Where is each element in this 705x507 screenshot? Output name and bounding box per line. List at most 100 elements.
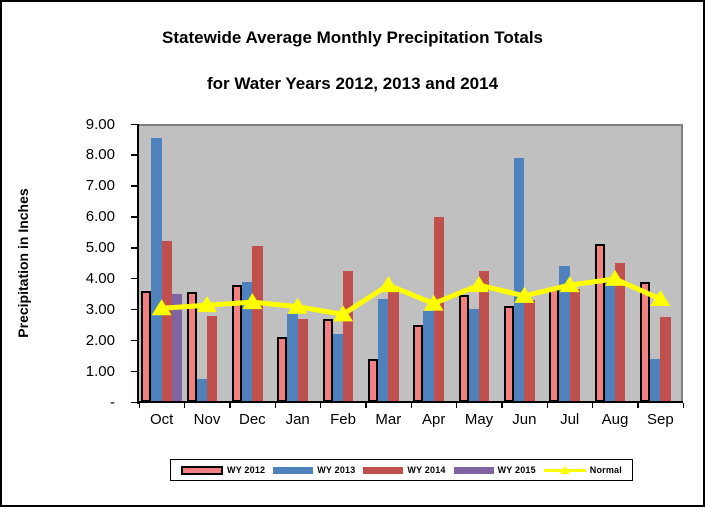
legend-swatch-normal <box>543 465 586 476</box>
y-tick-label: 8.00 <box>85 146 115 164</box>
y-tick <box>131 247 139 249</box>
bar-wy-2014-mar <box>388 290 399 402</box>
y-tick <box>131 185 139 187</box>
normal-marker-may <box>469 276 489 293</box>
y-tick <box>131 308 139 311</box>
bar-wy-2012-sep <box>639 281 651 402</box>
normal-marker-aug <box>605 269 625 286</box>
y-tick <box>131 401 139 403</box>
legend-label-wy-2015: WY 2015 <box>497 465 536 475</box>
x-axis-label-sep: Sep <box>646 411 674 428</box>
x-axis-label-aug: Aug <box>601 411 629 428</box>
legend-swatch-wy-2013 <box>273 466 314 474</box>
bar-wy-2013-jun <box>514 157 525 402</box>
legend-label-wy-2014: WY 2014 <box>407 465 446 475</box>
normal-marker-jan <box>287 297 308 314</box>
bar-wy-2013-jul <box>559 266 570 402</box>
y-tick <box>131 154 139 156</box>
legend-entry-wy-2013: WY 2013 <box>273 465 355 475</box>
normal-line <box>161 276 662 318</box>
legend-entry-wy-2012: WY 2012 <box>181 465 265 475</box>
normal-marker-sep <box>650 289 671 306</box>
y-axis-title: Precipitation in Inches <box>15 188 31 338</box>
bar-wy-2014-jun <box>524 300 535 402</box>
bar-wy-2012-feb <box>322 318 333 402</box>
plot-background <box>139 126 681 402</box>
bar-wy-2013-mar <box>378 298 389 402</box>
x-tick <box>183 403 186 408</box>
bar-wy-2014-nov <box>207 315 218 402</box>
bar-wy-2015-oct <box>171 293 183 402</box>
y-tick <box>131 123 139 125</box>
y-tick <box>131 216 139 218</box>
normal-marker-apr <box>423 294 444 311</box>
bar-wy-2013-apr <box>423 310 434 402</box>
bar-wy-2013-oct <box>151 137 162 402</box>
x-tick <box>319 403 322 408</box>
x-axis-label-mar: Mar <box>375 411 402 428</box>
x-tick <box>365 403 367 408</box>
bar-wy-2013-may <box>468 309 479 402</box>
bar-wy-2013-nov <box>196 378 207 402</box>
x-tick <box>682 403 684 408</box>
bar-wy-2014-sep <box>660 317 671 402</box>
x-axis-label-dec: Dec <box>238 411 266 428</box>
x-tick <box>637 403 639 408</box>
bar-wy-2014-feb <box>343 270 354 402</box>
x-tick <box>229 403 231 408</box>
x-tick <box>591 403 594 408</box>
chart-title: Statewide Average Monthly Precipitation … <box>2 26 703 95</box>
x-tick <box>274 403 276 408</box>
legend-label-normal: Normal <box>589 465 622 475</box>
legend-label-wy-2013: WY 2013 <box>317 465 356 475</box>
x-axis-label-oct: Oct <box>149 411 174 428</box>
y-tick <box>131 370 139 373</box>
x-axis-label-apr: Apr <box>421 411 446 428</box>
bar-wy-2014-jan <box>297 318 308 402</box>
legend-label-wy-2012: WY 2012 <box>227 465 266 475</box>
bar-wy-2012-mar <box>367 358 379 402</box>
y-tick-label: 1.00 <box>85 362 115 380</box>
x-tick <box>410 403 412 408</box>
normal-marker-mar <box>378 276 399 293</box>
x-axis-label-jul: Jul <box>560 411 580 428</box>
x-axis-label-jun: Jun <box>512 411 537 428</box>
legend-swatch-wy-2015 <box>453 466 494 474</box>
bar-wy-2013-sep <box>650 358 661 402</box>
x-tick <box>501 403 503 408</box>
bar-wy-2012-oct <box>141 290 152 402</box>
y-tick-label: 6.00 <box>85 208 115 226</box>
normal-marker-oct <box>151 299 172 316</box>
legend-swatch-wy-2012 <box>181 465 223 475</box>
bar-wy-2014-dec <box>252 246 263 402</box>
normal-marker-jun <box>514 286 535 303</box>
y-tick-label: - <box>110 393 115 411</box>
y-tick-label: 4.00 <box>85 269 115 287</box>
legend-entry-wy-2015: WY 2015 <box>453 465 536 475</box>
chart-title-line2: for Water Years 2012, 2013 and 2014 <box>206 74 499 93</box>
normal-marker-nov <box>197 296 217 313</box>
bar-wy-2013-feb <box>332 334 343 402</box>
chart-title-line1: Statewide Average Monthly Precipitation … <box>162 28 543 47</box>
normal-marker-jul <box>559 276 580 293</box>
x-axis-label-feb: Feb <box>330 411 356 428</box>
bar-wy-2013-dec <box>242 281 253 402</box>
normal-line-layer <box>151 269 671 322</box>
x-tick <box>546 403 548 408</box>
x-axis-label-jan: Jan <box>285 411 310 428</box>
legend-swatch-wy-2014 <box>363 466 404 474</box>
legend: WY 2012 WY 2013 WY 2014 WY 2015 Normal <box>170 459 633 481</box>
bar-wy-2012-apr <box>413 324 424 402</box>
normal-marker-dec <box>242 293 263 310</box>
y-tick-label: 2.00 <box>85 331 115 349</box>
y-tick-label: 9.00 <box>85 115 115 133</box>
bar-wy-2014-oct <box>161 241 172 402</box>
x-axis-label-nov: Nov <box>193 411 221 428</box>
x-tick <box>138 403 140 408</box>
bar-wy-2012-dec <box>231 284 243 402</box>
bar-wy-2014-jul <box>569 289 580 402</box>
normal-marker-feb <box>333 305 353 322</box>
y-tick-label: 7.00 <box>85 177 115 195</box>
y-tick <box>131 277 139 280</box>
y-tick-label: 3.00 <box>85 300 115 318</box>
